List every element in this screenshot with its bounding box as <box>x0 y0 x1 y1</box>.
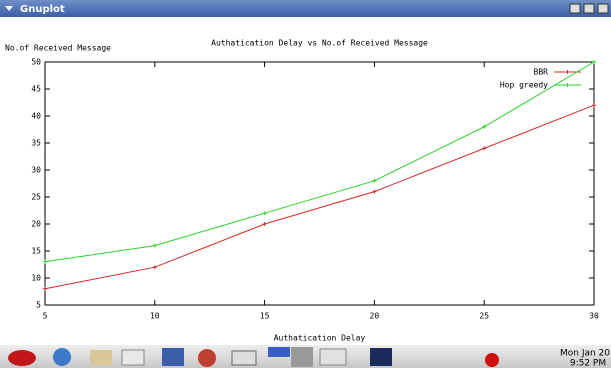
clock-date: Mon Jan 20 <box>560 349 610 359</box>
terminal-launcher[interactable] <box>370 348 392 366</box>
files-launcher[interactable] <box>90 350 112 365</box>
data-point <box>372 190 376 194</box>
screen: Gnuplot Authatication Delay vs No.of Rec… <box>0 0 611 368</box>
data-point <box>153 265 157 269</box>
y-tick-label: 45 <box>31 85 41 94</box>
y-tick-label: 15 <box>31 247 41 256</box>
x-tick-label: 30 <box>589 312 599 321</box>
y-tick-label: 35 <box>31 139 41 148</box>
x-tick-label: 20 <box>370 312 380 321</box>
legend-marker <box>566 70 570 74</box>
data-point <box>43 287 47 291</box>
clock-time: 9:52 PM <box>570 359 606 368</box>
y-tick-label: 50 <box>31 58 41 67</box>
maximize-button[interactable] <box>584 4 594 13</box>
chart-title: Authatication Delay vs No.of Received Me… <box>211 39 428 48</box>
workspace-2[interactable] <box>291 347 313 367</box>
y-axis-label: No.of Received Message <box>5 44 111 53</box>
chart-launcher[interactable] <box>162 348 184 366</box>
title-bar <box>0 0 611 17</box>
data-point <box>592 103 596 107</box>
plot: Authatication Delay vs No.of Received Me… <box>5 39 599 343</box>
y-tick-label: 30 <box>31 166 41 175</box>
close-button[interactable] <box>598 4 608 13</box>
legend-label: BBR <box>534 68 549 77</box>
office-launcher[interactable] <box>198 349 216 367</box>
legend-label: Hop greedy <box>500 81 548 90</box>
x-tick-label: 25 <box>479 312 489 321</box>
data-point <box>263 222 267 226</box>
y-tick-label: 25 <box>31 193 41 202</box>
plot-frame <box>45 62 594 305</box>
minimize-button[interactable] <box>570 4 580 13</box>
y-tick-label: 40 <box>31 112 41 121</box>
data-point <box>263 211 267 215</box>
x-tick-label: 5 <box>43 312 48 321</box>
browser-launcher[interactable] <box>53 348 71 366</box>
window-title: Gnuplot <box>20 4 65 15</box>
data-point <box>153 244 157 248</box>
data-point <box>372 179 376 183</box>
workspace-1[interactable] <box>268 347 290 357</box>
print-launcher[interactable] <box>232 351 256 365</box>
x-tick-label: 10 <box>150 312 160 321</box>
start-menu[interactable] <box>8 350 36 366</box>
y-tick-label: 20 <box>31 220 41 229</box>
x-tick-label: 15 <box>260 312 270 321</box>
x-axis-label: Authatication Delay <box>274 334 366 343</box>
series-line <box>45 62 594 262</box>
data-point <box>43 260 47 264</box>
notes-launcher[interactable] <box>320 349 346 365</box>
legend-marker <box>566 83 570 87</box>
data-point <box>482 146 486 150</box>
y-tick-label: 5 <box>36 301 41 310</box>
y-tick-label: 10 <box>31 274 41 283</box>
alert-icon[interactable] <box>485 353 499 367</box>
editor-launcher[interactable] <box>122 350 144 365</box>
